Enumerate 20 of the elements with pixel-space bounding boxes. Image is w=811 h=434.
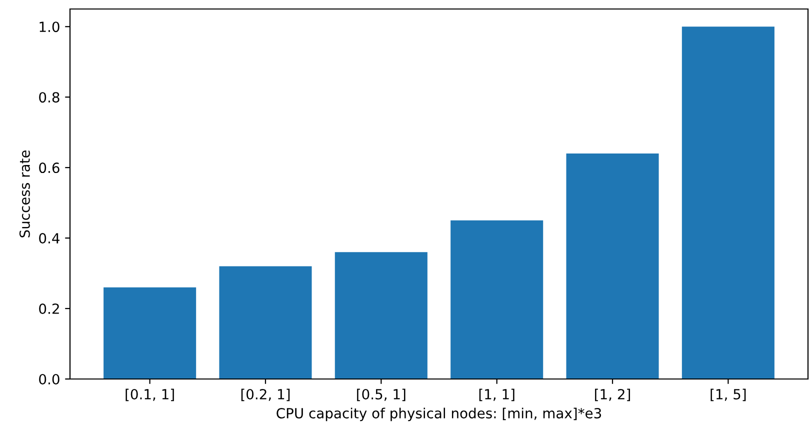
bar [334,252,428,379]
bar [566,153,659,379]
x-axis-title: CPU capacity of physical nodes: [min, max]*e3 [276,408,602,422]
y-axis-title: Success rate [19,150,30,238]
x-tick-label: [1, 1] [479,388,514,402]
y-tick-label: 0.2 [39,303,59,314]
y-tick-label: 1.0 [40,22,60,32]
bar [450,220,544,379]
y-tick-label: 0.0 [39,374,60,384]
x-tick-label: [0.2, 1] [241,388,290,402]
y-tick-label: 0.4 [39,233,60,244]
y-tick-label: 0.6 [39,162,60,174]
x-tick-label: [1, 2] [595,388,630,402]
bar [219,266,312,379]
x-tick-label: [0.1, 1] [126,388,174,402]
x-tick-label: [1, 5] [710,388,746,402]
bar [682,26,774,379]
x-tick-label: [0.5, 1] [357,388,406,402]
y-tick-label: 0.8 [39,92,60,103]
bar [104,287,196,379]
